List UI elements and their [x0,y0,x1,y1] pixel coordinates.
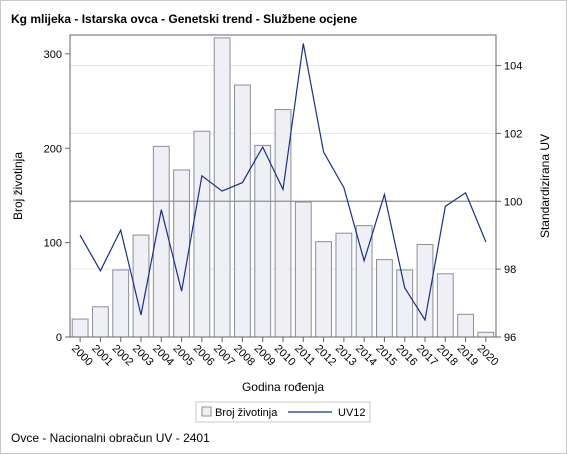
y2-tick-label: 98 [504,264,516,276]
x-axis: 2000200120022003200420052006200720082009… [69,337,501,368]
y-tick-label: 0 [56,332,62,344]
bar-2015 [376,259,393,338]
x-tick-label: 2015 [373,343,399,369]
chart-title: Kg mlijeka - Istarska ovca - Genetski tr… [11,12,357,26]
x-tick-label: 2011 [292,343,317,368]
legend: Broj životinja UV12 [195,401,371,423]
uv-line-layer [79,43,487,322]
bar-2002 [112,269,130,338]
bar-2010 [274,109,292,338]
bar-2020 [477,331,495,338]
legend-item-bars: Broj životinja [215,407,278,419]
x-tick-label: 2012 [312,343,338,369]
x-tick-label: 2006 [191,343,217,369]
bar-2011 [294,201,312,338]
x-tick-label: 2002 [110,343,136,369]
y-tick-label: 300 [44,49,62,61]
legend-box [195,401,371,423]
y-axis-right: 96 98 100 102 104 [496,61,522,344]
bar-2001 [92,306,109,338]
bar-2016 [396,269,414,338]
legend-item-line: UV12 [338,407,366,419]
x-tick-label: 2000 [69,343,95,369]
x-axis-title: Godina rođenja [242,380,324,394]
x-tick-label: 2004 [150,343,176,369]
y2-tick-label: 102 [504,128,522,140]
x-tick-label: 2001 [89,343,115,369]
legend-bar-swatch [201,406,212,417]
x-tick-label: 2008 [231,343,257,369]
y2-axis-title: Standardizirana UV [538,134,552,238]
x-tick-label: 2013 [333,343,359,369]
y2-tick-label: 96 [504,332,516,344]
x-tick-label: 2010 [272,343,298,369]
bar-2013 [335,232,353,338]
bar-2012 [315,241,332,338]
bar-2008 [234,84,251,338]
x-tick-label: 2009 [252,343,278,369]
bar-2009 [254,144,272,338]
x-tick-label: 2007 [211,343,237,369]
y-axis-left: 0 100 200 300 [44,49,70,344]
y-tick-label: 100 [44,238,62,250]
y-tick-label: 200 [44,143,62,155]
y2-tick-label: 104 [504,61,522,73]
x-tick-label: 2017 [414,343,440,369]
x-tick-label: 2019 [454,343,480,369]
y-axis-title: Broj životinja [11,152,25,220]
footnote: Ovce - Nacionalni obračun UV - 2401 [11,431,210,445]
x-tick-label: 2020 [475,343,501,369]
y2-tick-label: 100 [504,196,522,208]
x-tick-label: 2003 [130,343,156,369]
bar-2018 [436,273,454,338]
x-tick-label: 2018 [434,343,460,369]
bar-2005 [173,169,190,338]
bar-2000 [71,318,89,338]
bar-2019 [457,313,474,338]
x-tick-label: 2016 [394,343,420,369]
x-tick-label: 2005 [170,343,196,369]
x-tick-label: 2014 [353,343,379,369]
bar-2006 [193,130,211,338]
